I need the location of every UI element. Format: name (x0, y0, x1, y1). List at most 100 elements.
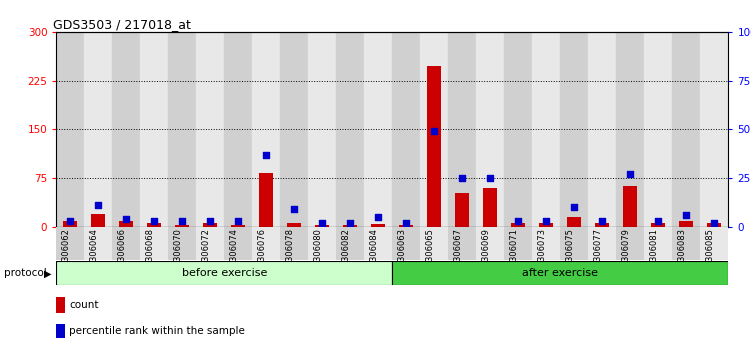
Bar (476, 227, 505, 260)
Bar (701, 32, 728, 227)
Bar (505, 32, 532, 227)
Bar (225, 227, 252, 260)
Bar (231, 225, 246, 227)
Bar (623, 185, 638, 227)
Bar (476, 32, 505, 227)
Bar (92, 213, 105, 227)
Text: GSM306066: GSM306066 (117, 228, 126, 279)
Text: protocol: protocol (4, 268, 47, 278)
Bar (617, 32, 644, 227)
Bar (560, 227, 589, 260)
Point (316, 220, 328, 225)
Text: count: count (69, 300, 98, 310)
Bar (448, 32, 476, 227)
Bar (644, 227, 672, 260)
Bar (225, 32, 252, 227)
Bar (427, 65, 442, 227)
Bar (113, 32, 140, 227)
Point (232, 218, 244, 224)
Bar (511, 223, 526, 227)
Bar (84, 227, 113, 260)
Point (428, 129, 440, 134)
Point (372, 214, 385, 219)
Bar (644, 32, 672, 227)
Point (708, 220, 720, 225)
Bar (421, 227, 448, 260)
Point (120, 216, 132, 222)
Bar (532, 32, 560, 227)
Text: GSM306063: GSM306063 (397, 228, 406, 279)
Text: GSM306069: GSM306069 (481, 228, 490, 279)
Point (65, 218, 77, 224)
Text: GSM306062: GSM306062 (62, 228, 71, 279)
Text: GSM306077: GSM306077 (593, 228, 602, 279)
Text: GSM306081: GSM306081 (650, 228, 659, 279)
Text: GSM306079: GSM306079 (621, 228, 630, 279)
Bar (707, 223, 722, 227)
Bar (252, 227, 280, 260)
Bar (560, 32, 589, 227)
Point (149, 218, 161, 224)
Bar (672, 227, 701, 260)
Point (457, 175, 469, 181)
Bar (364, 32, 392, 227)
Bar (196, 32, 225, 227)
Text: GSM306082: GSM306082 (342, 228, 351, 279)
Bar (364, 227, 392, 260)
Text: after exercise: after exercise (523, 268, 599, 278)
Bar (168, 32, 196, 227)
Bar (343, 225, 357, 227)
Text: ▶: ▶ (44, 268, 51, 278)
Text: GSM306068: GSM306068 (146, 228, 155, 279)
Bar (448, 227, 476, 260)
Bar (651, 223, 665, 227)
Bar (56, 261, 392, 285)
Point (400, 220, 412, 225)
Bar (505, 227, 532, 260)
Bar (539, 223, 553, 227)
Bar (589, 227, 617, 260)
Point (624, 171, 636, 177)
Text: GSM306073: GSM306073 (538, 228, 547, 279)
Bar (84, 32, 113, 227)
Point (345, 220, 357, 225)
Bar (259, 173, 273, 227)
Bar (392, 227, 421, 260)
Text: GSM306080: GSM306080 (313, 228, 322, 279)
Bar (309, 227, 336, 260)
Bar (252, 32, 280, 227)
Text: GSM306078: GSM306078 (285, 228, 294, 279)
Bar (392, 261, 728, 285)
Bar (56, 227, 84, 260)
Bar (336, 227, 364, 260)
Bar (532, 227, 560, 260)
Text: GSM306070: GSM306070 (173, 228, 182, 279)
Bar (280, 227, 309, 260)
Point (680, 212, 692, 218)
Point (288, 206, 300, 212)
Text: GSM306065: GSM306065 (425, 228, 434, 279)
Bar (204, 223, 217, 227)
Bar (421, 32, 448, 227)
Point (653, 218, 665, 224)
Text: GSM306067: GSM306067 (454, 228, 463, 279)
Text: before exercise: before exercise (182, 268, 267, 278)
Bar (113, 227, 140, 260)
Bar (315, 225, 330, 227)
Bar (589, 32, 617, 227)
Bar (119, 221, 134, 227)
Point (176, 218, 189, 224)
Bar (63, 221, 77, 227)
Bar (392, 32, 421, 227)
Text: percentile rank within the sample: percentile rank within the sample (69, 326, 245, 336)
Text: GSM306072: GSM306072 (201, 228, 210, 279)
Bar (701, 227, 728, 260)
Bar (484, 188, 497, 227)
Text: GSM306075: GSM306075 (566, 228, 575, 279)
Point (512, 218, 524, 224)
Point (204, 218, 216, 224)
Bar (336, 32, 364, 227)
Point (541, 218, 553, 224)
Bar (596, 223, 610, 227)
Bar (400, 225, 413, 227)
